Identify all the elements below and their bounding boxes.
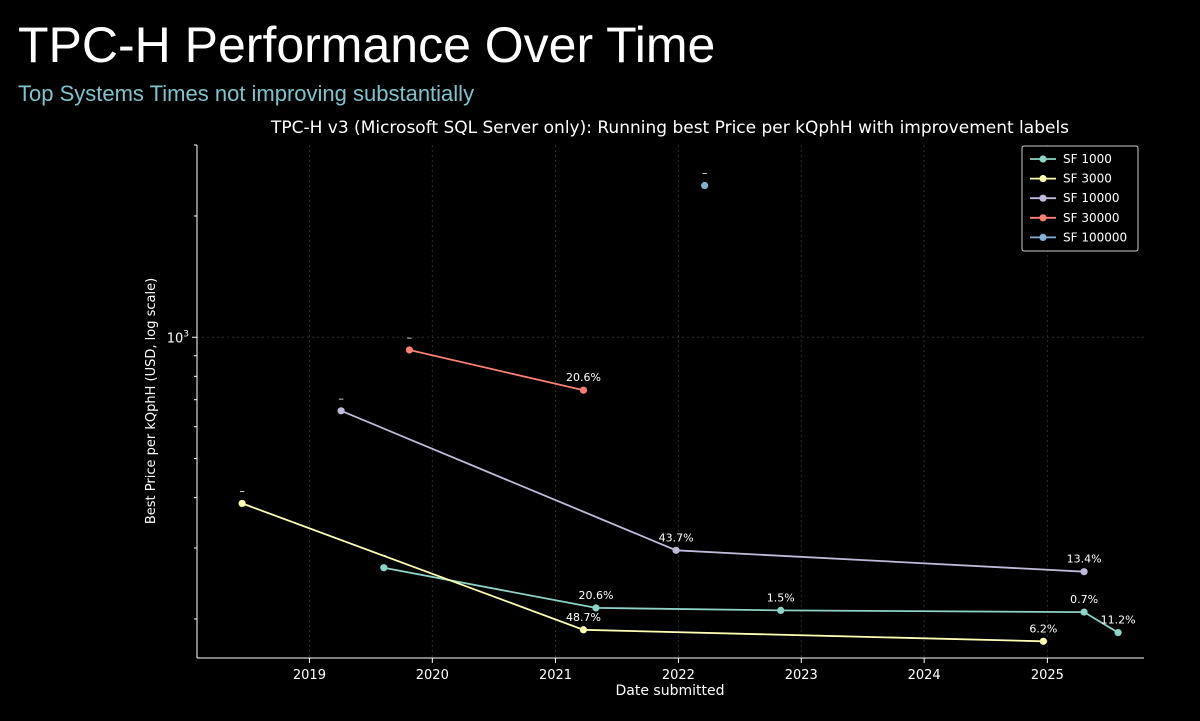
legend-item: SF 30000 <box>1030 211 1120 225</box>
legend-swatch-marker <box>1039 214 1047 222</box>
legend-item: SF 100000 <box>1030 230 1127 244</box>
legend-item: SF 1000 <box>1030 152 1112 166</box>
data-point <box>1039 637 1047 645</box>
series-group: – 20.6% 1.5% 0.7%11.2% – 48.7% 6.2% – 43.7% 13.4%… <box>238 167 1136 645</box>
legend-label: SF 100000 <box>1063 230 1127 244</box>
series-sf-10000: – 43.7% 13.4% <box>337 392 1102 576</box>
x-tick-label: 2024 <box>908 668 941 683</box>
series-line <box>241 502 1044 643</box>
data-label: – <box>338 392 344 405</box>
series-line <box>409 349 584 392</box>
slide-subtitle: Top Systems Times not improving substant… <box>18 81 475 106</box>
legend-label: SF 10000 <box>1063 191 1120 205</box>
series-sf-3000: – 48.7% 6.2% <box>238 484 1057 645</box>
data-point <box>380 564 388 572</box>
legend-swatch-marker <box>1039 155 1047 163</box>
y-axis-label: Best Price per kQphH (USD, log scale) <box>144 278 159 524</box>
data-label: 11.2% <box>1101 614 1136 627</box>
legend-swatch-marker <box>1039 233 1047 241</box>
series-sf-100000: – <box>701 167 709 190</box>
data-point <box>1080 608 1088 616</box>
slide-title: TPC-H Performance Over Time <box>18 17 716 73</box>
data-label: 13.4% <box>1067 553 1102 566</box>
data-point <box>592 604 600 612</box>
legend-swatch-marker <box>1039 194 1047 202</box>
legend-label: SF 30000 <box>1063 211 1120 225</box>
data-label: 6.2% <box>1029 622 1057 635</box>
y-tick-label: 103 <box>167 329 189 346</box>
legend-item: SF 3000 <box>1030 172 1112 186</box>
legend: SF 1000 SF 3000 SF 10000 SF 30000 SF 100000 <box>1021 145 1139 252</box>
legend-item: SF 10000 <box>1030 191 1120 205</box>
data-point <box>777 606 785 615</box>
data-point <box>1080 568 1088 576</box>
series-sf-1000: –20.6% 1.5% 0.7%11.2% <box>380 549 1136 637</box>
data-label: – <box>407 331 413 344</box>
series-line <box>383 566 1119 634</box>
data-label: – <box>702 167 708 180</box>
data-point <box>238 499 246 508</box>
data-label: – <box>239 484 245 497</box>
ticks: 2019 2020 2021 2022 2023 2024 2025 103 <box>167 144 1064 683</box>
x-tick-label: 2019 <box>293 668 326 683</box>
legend-label: SF 1000 <box>1063 152 1112 166</box>
data-point <box>337 407 345 415</box>
legend-swatch-marker <box>1039 175 1047 183</box>
legend-box <box>1021 145 1139 252</box>
axes <box>196 145 1144 659</box>
legend-label: SF 3000 <box>1063 172 1112 186</box>
data-point <box>672 546 680 554</box>
x-tick-label: 2022 <box>662 668 695 683</box>
data-point <box>579 386 588 394</box>
data-point <box>1114 628 1122 637</box>
series-sf-30000: – 20.6% <box>405 331 601 394</box>
data-label: 43.7% <box>659 531 694 544</box>
x-tick-label: 2023 <box>785 668 818 683</box>
data-point <box>405 346 414 354</box>
data-point <box>701 181 709 190</box>
data-label: 20.6% <box>566 371 601 384</box>
data-label: 48.7% <box>566 611 601 624</box>
x-tick-label: 2020 <box>416 668 449 683</box>
series-line <box>340 409 1085 573</box>
chart-title: TPC-H v3 (Microsoft SQL Server only): Ru… <box>270 118 1069 138</box>
x-axis-label: Date submitted <box>616 683 725 699</box>
data-point <box>579 626 588 634</box>
x-tick-label: 2021 <box>539 668 572 683</box>
x-tick-label: 2025 <box>1031 668 1064 683</box>
data-label: 20.6% <box>578 589 613 602</box>
data-label: 1.5% <box>767 591 795 604</box>
data-label: 0.7% <box>1070 593 1098 606</box>
